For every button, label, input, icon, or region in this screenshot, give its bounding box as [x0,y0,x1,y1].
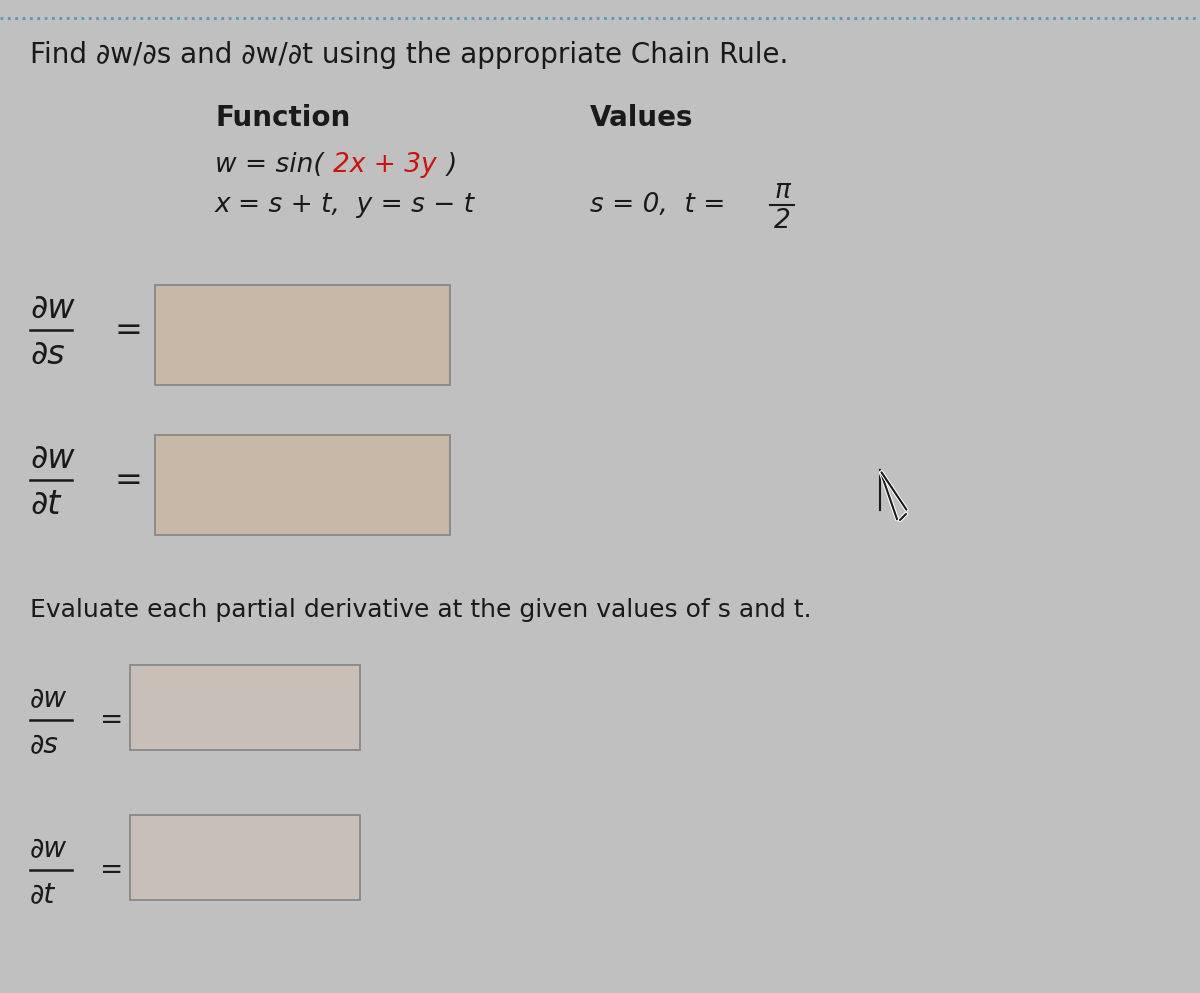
Text: w = sin(: w = sin( [215,152,324,178]
Text: s = 0,  t =: s = 0, t = [590,192,725,218]
Text: π: π [774,178,790,204]
Text: ∂t: ∂t [30,488,60,520]
Text: ∂t: ∂t [30,880,55,908]
Text: Function: Function [215,104,350,132]
Text: =: = [100,706,124,734]
FancyBboxPatch shape [155,285,450,385]
FancyBboxPatch shape [130,815,360,900]
Text: Evaluate each partial derivative at the given values of s and t.: Evaluate each partial derivative at the … [30,598,811,622]
Text: 2: 2 [774,208,791,234]
Text: ∂w: ∂w [30,442,74,475]
Text: =: = [100,856,124,884]
Text: ∂s: ∂s [30,730,59,758]
Text: =: = [115,314,143,347]
FancyBboxPatch shape [130,665,360,750]
FancyBboxPatch shape [155,435,450,535]
Text: x = s + t,  y = s − t: x = s + t, y = s − t [215,192,475,218]
Text: 2x + 3y: 2x + 3y [334,152,437,178]
Text: ∂w: ∂w [30,684,67,712]
Text: Find ∂w/∂s and ∂w/∂t using the appropriate Chain Rule.: Find ∂w/∂s and ∂w/∂t using the appropria… [30,41,788,69]
Text: ∂w: ∂w [30,834,67,862]
Text: ∂w: ∂w [30,292,74,325]
Text: Values: Values [590,104,694,132]
Text: ∂s: ∂s [30,338,65,370]
Text: =: = [115,464,143,496]
Text: ): ) [446,152,457,178]
